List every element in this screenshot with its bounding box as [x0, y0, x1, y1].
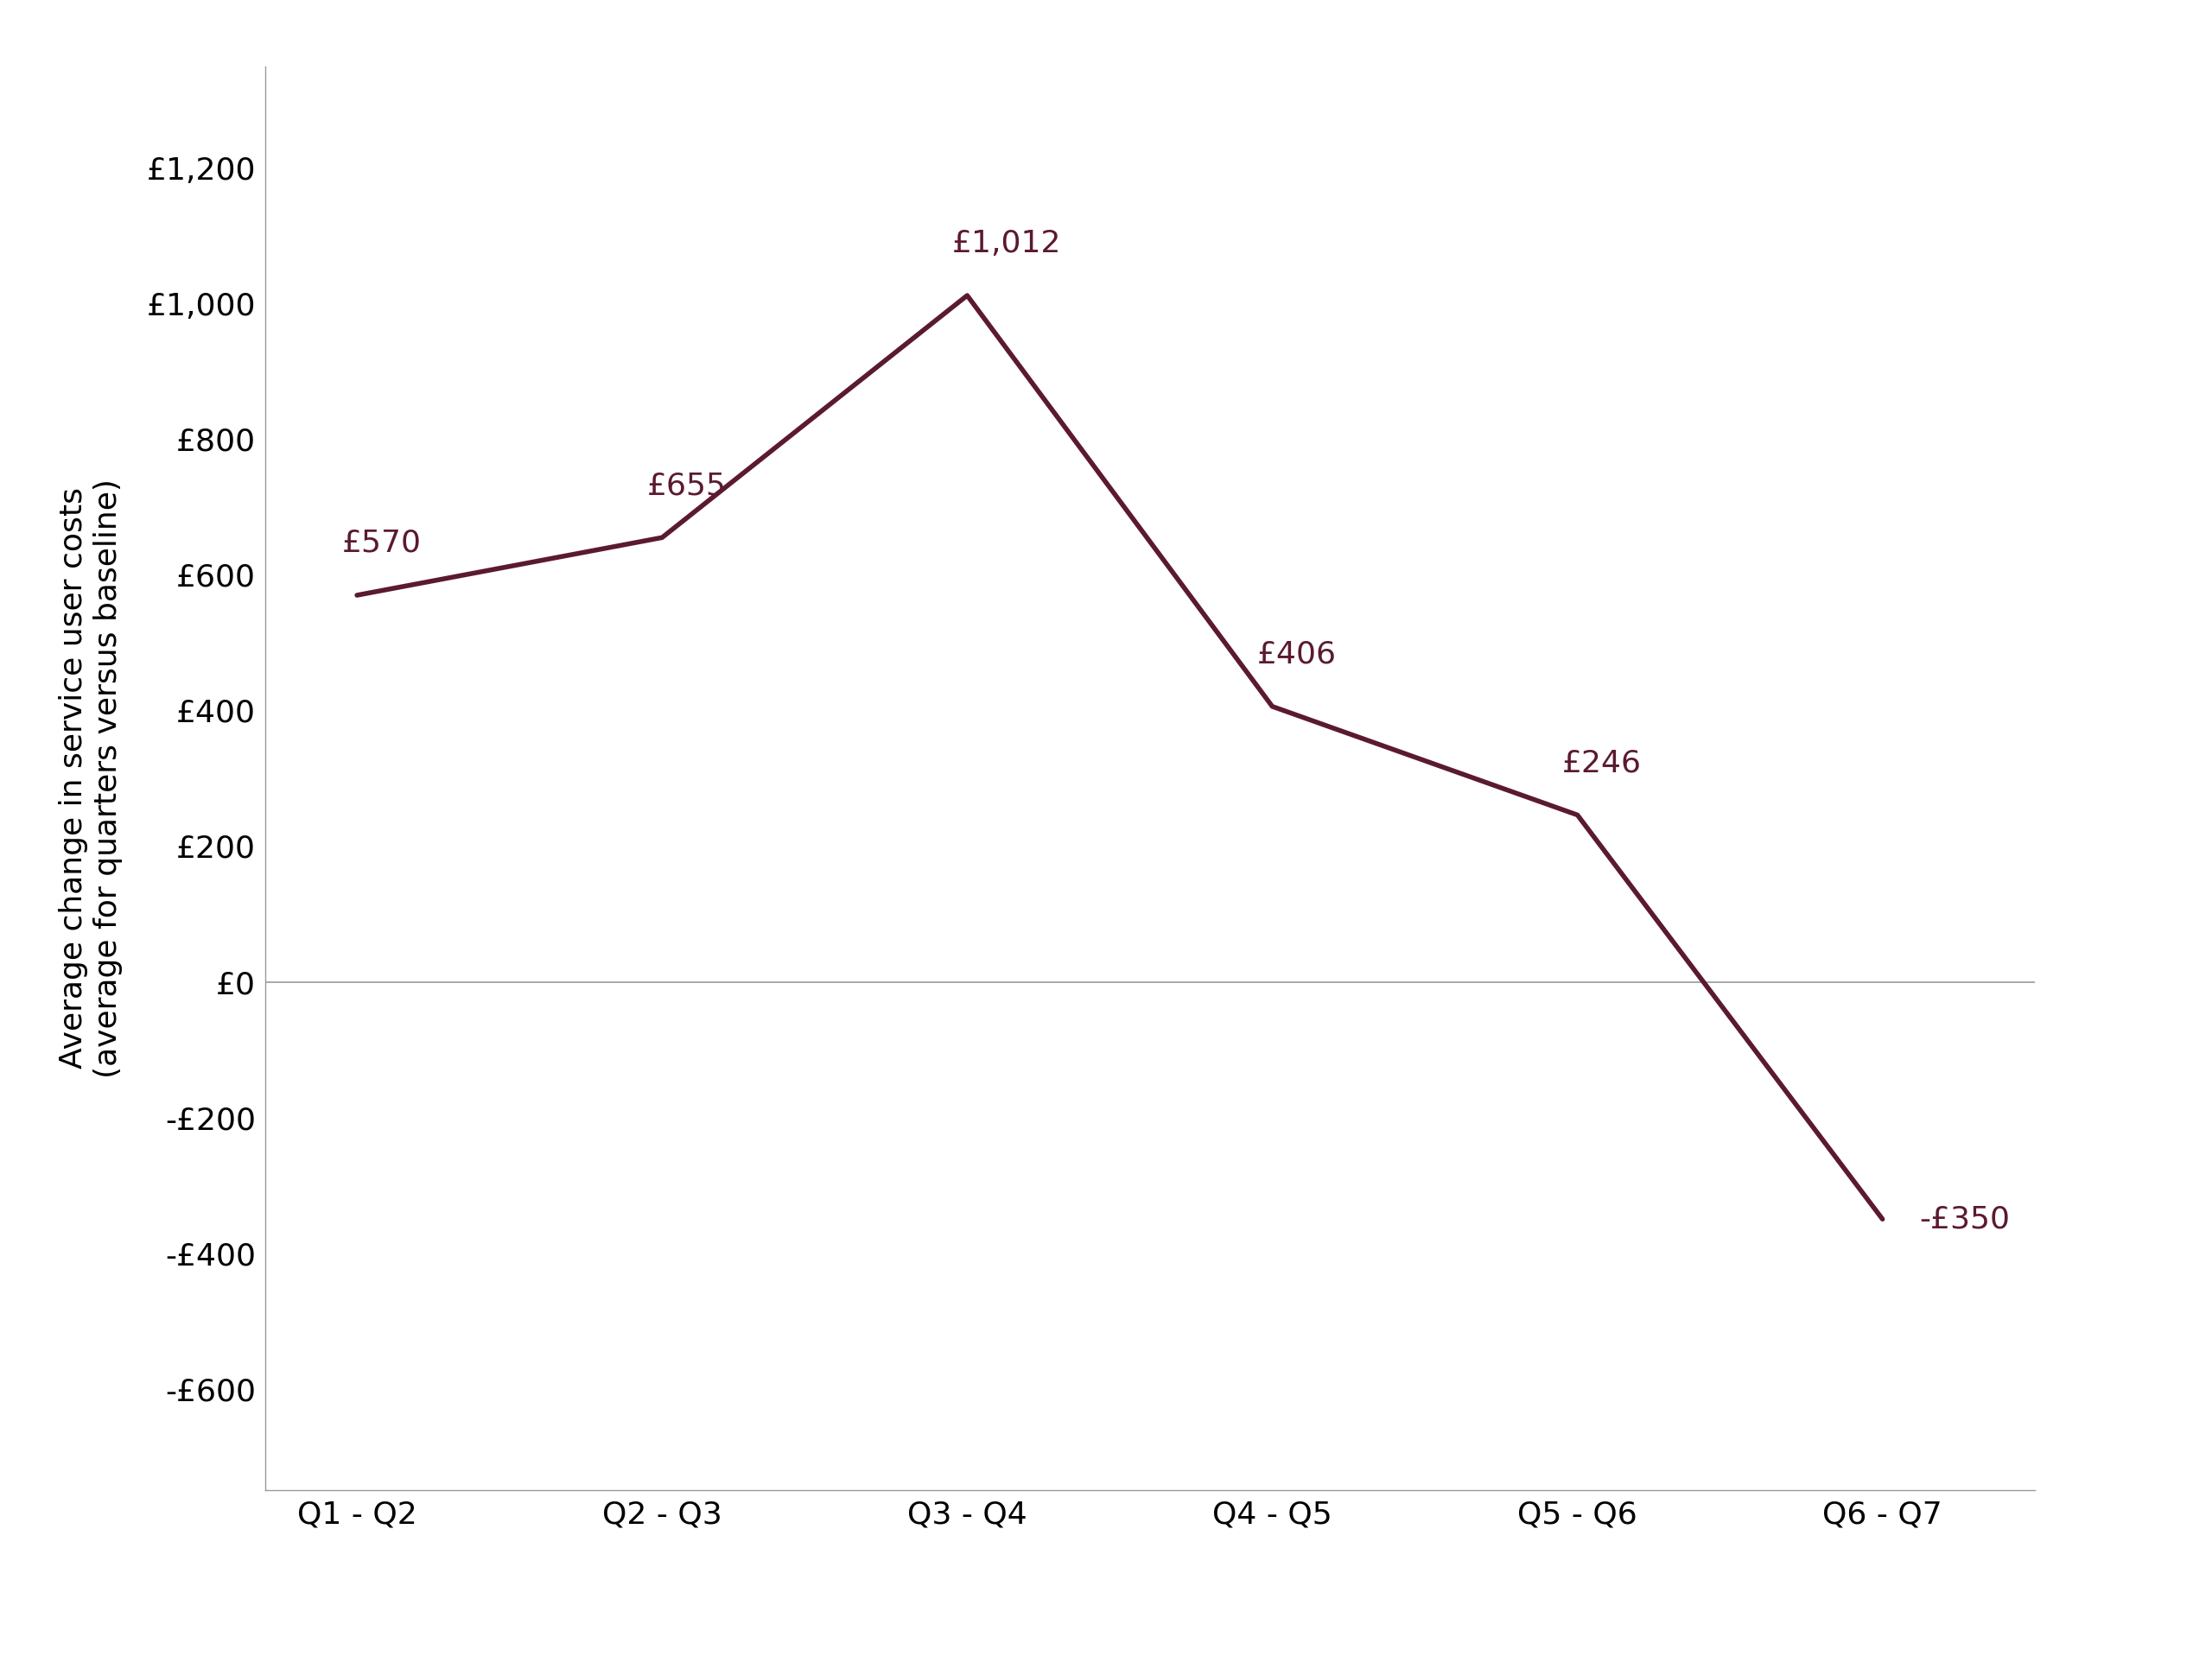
Text: £655: £655: [646, 470, 726, 500]
Y-axis label: Average change in service user costs
(average for quarters versus baseline): Average change in service user costs (av…: [60, 479, 122, 1078]
Text: £246: £246: [1562, 749, 1641, 778]
Text: £406: £406: [1256, 639, 1336, 669]
Text: £1,012: £1,012: [951, 229, 1062, 258]
Text: £570: £570: [341, 528, 420, 558]
Text: -£350: -£350: [1920, 1204, 2011, 1234]
